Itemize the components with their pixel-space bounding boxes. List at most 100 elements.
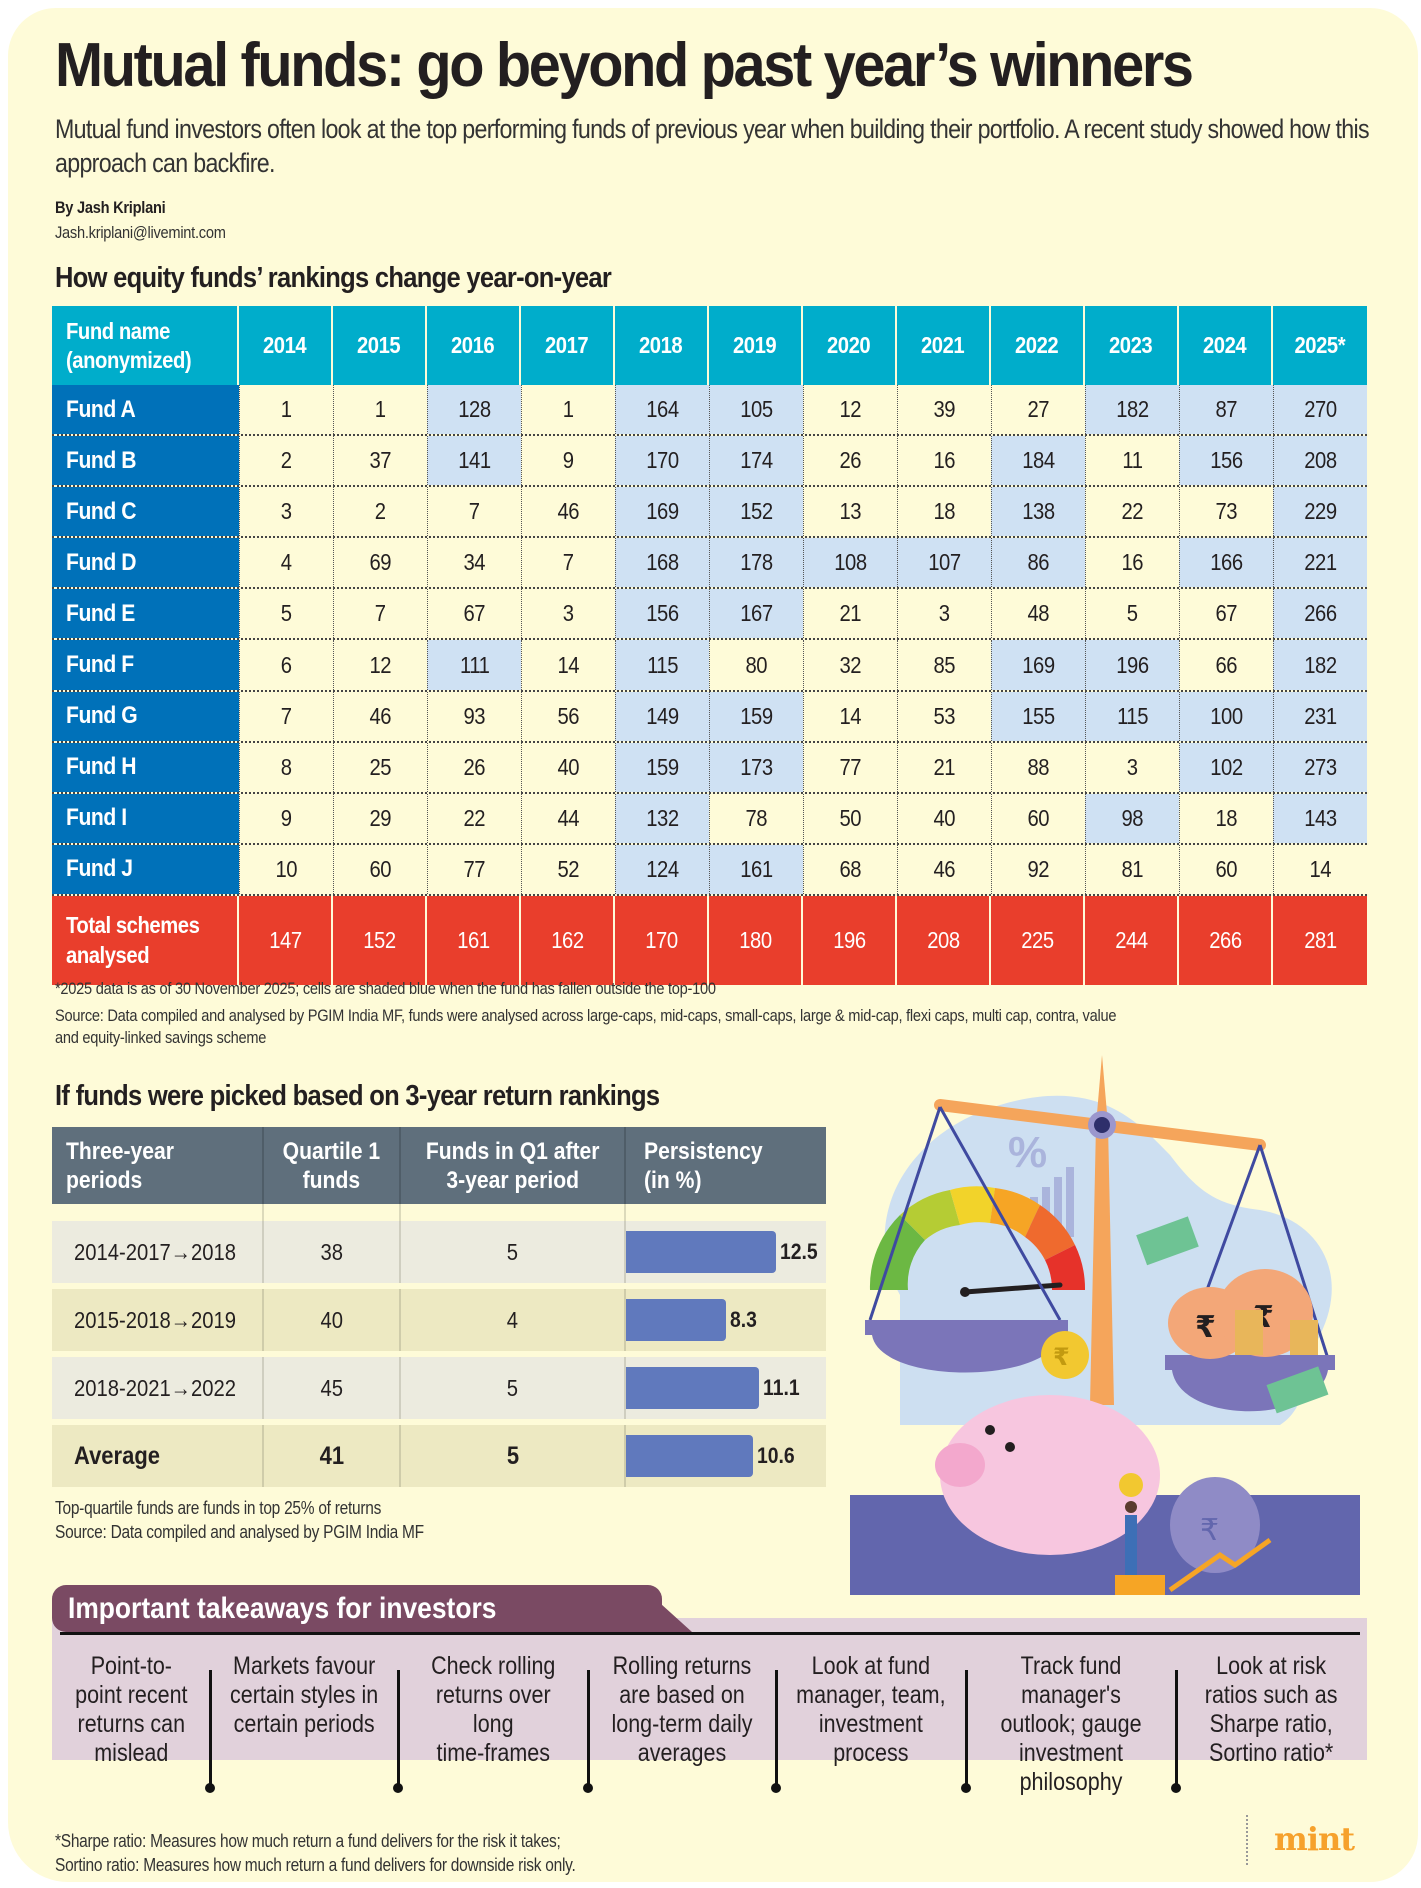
persistency-bar xyxy=(626,1367,760,1409)
fund-name: Fund B xyxy=(52,436,239,486)
header-year: 2024 xyxy=(1179,306,1273,385)
takeaways-box xyxy=(52,1618,1367,1760)
money-bags-icon: ₹ ₹ xyxy=(1168,1269,1318,1359)
rank-cell: 68 xyxy=(803,844,897,894)
rank-cell: 102 xyxy=(1179,742,1273,792)
rank-cell: 60 xyxy=(1179,844,1273,894)
header-year: 2015 xyxy=(333,306,427,385)
persistency-header-row: Three-year periods Quartile 1 funds Funds … xyxy=(52,1127,826,1204)
rank-cell: 87 xyxy=(1179,385,1273,435)
svg-text:₹: ₹ xyxy=(1200,1513,1219,1548)
takeaway-divider-dot xyxy=(205,1783,215,1793)
risk-meter-icon xyxy=(869,1186,1086,1297)
total-schemes-value: 208 xyxy=(897,895,991,985)
rank-cell: 182 xyxy=(1273,640,1367,690)
header-year: 2017 xyxy=(521,306,615,385)
header-persistency: Persistency (in %) xyxy=(624,1127,826,1204)
header-year-label: 2022 xyxy=(1015,332,1059,358)
header-year: 2014 xyxy=(239,306,333,385)
rank-cell: 16 xyxy=(897,436,991,486)
table-row: Fund G 7 46 93 56 149 159 14 53 155 115 100 231 xyxy=(52,691,1367,743)
rankings-source-line2: and equity-linked savings scheme xyxy=(55,1028,267,1047)
header-year: 2022 xyxy=(991,306,1085,385)
persistency-bar xyxy=(626,1231,776,1273)
growth-arrow-icon xyxy=(1168,1537,1272,1593)
mint-logo: mint xyxy=(1274,1820,1355,1858)
table-row: 2018-2021→2022 45 5 11.1 xyxy=(52,1357,826,1419)
rank-cell: 132 xyxy=(615,793,709,843)
fund-name: Fund E xyxy=(52,589,239,639)
takeaway-item: Look at fund manager, team, investment p… xyxy=(796,1652,946,1767)
author-email: Jash.kriplani@livemint.com xyxy=(55,223,226,242)
rank-cell: 159 xyxy=(709,691,803,741)
rank-cell: 92 xyxy=(991,844,1085,894)
table-row: Fund A 1 1 128 1 164 105 12 39 27 182 87 270 xyxy=(52,385,1367,437)
rank-cell: 46 xyxy=(521,487,615,537)
header-year-label: 2021 xyxy=(921,332,965,358)
rank-cell: 85 xyxy=(897,640,991,690)
table-row: Fund I 9 29 22 44 132 78 50 40 60 98 18 143 xyxy=(52,793,1367,845)
takeaways-title-tab xyxy=(640,1585,692,1632)
takeaway-item: Markets favour certain styles in certain… xyxy=(229,1652,379,1738)
logo-separator xyxy=(1246,1815,1248,1865)
table-row: Fund D 4 69 34 7 168 178 108 107 86 16 166 221 xyxy=(52,538,1367,590)
rank-cell: 67 xyxy=(427,589,521,639)
takeaway-divider-dot xyxy=(771,1783,781,1793)
rank-cell: 12 xyxy=(333,640,427,690)
takeaway-item: Point-to- point recent returns can misle… xyxy=(74,1652,188,1767)
table-row: Fund H 8 25 26 40 159 173 77 21 88 3 102 273 xyxy=(52,742,1367,794)
header-fund-name: Fund name (anonymized) xyxy=(52,306,239,385)
rank-cell: 178 xyxy=(709,538,803,588)
rank-cell: 1 xyxy=(521,385,615,435)
header-year-label: 2025* xyxy=(1294,332,1346,358)
rank-cell: 155 xyxy=(991,691,1085,741)
period-cell: Average xyxy=(74,1441,161,1470)
header-year-label: 2014 xyxy=(263,332,307,358)
rank-cell: 7 xyxy=(427,487,521,537)
illustration-balance-scale: % ₹ ₹ ₹ ₹ xyxy=(850,1055,1360,1595)
period-cell: 2018-2021→2022 xyxy=(74,1374,237,1401)
rank-cell: 174 xyxy=(709,436,803,486)
rank-cell: 77 xyxy=(427,844,521,894)
rank-cell: 86 xyxy=(991,538,1085,588)
rank-cell: 100 xyxy=(1179,691,1273,741)
header-year-label: 2016 xyxy=(451,332,495,358)
takeaway-divider xyxy=(397,1670,400,1790)
persistency-source: Source: Data compiled and analysed by PG… xyxy=(55,1522,424,1542)
total-schemes-row: Total schemes analysed 147 152 161 162 170 180… xyxy=(52,895,1367,985)
rank-cell: 266 xyxy=(1273,589,1367,639)
svg-text:₹: ₹ xyxy=(1053,1343,1070,1371)
takeaway-divider xyxy=(775,1670,778,1790)
persistency-bar xyxy=(626,1299,726,1341)
takeaway-item: Look at risk ratios such as Sharpe ratio… xyxy=(1205,1652,1338,1767)
persistency-body: 2014-2017→2018 38 5 12.5 2015-2018→2019 40 4 8.… xyxy=(52,1221,826,1487)
header-year: 2018 xyxy=(615,306,709,385)
header-quartile1: Quartile 1 funds xyxy=(262,1127,399,1204)
header-fund-name-line1: Fund name xyxy=(66,317,170,344)
page-subtitle: Mutual fund investors often look at the … xyxy=(55,114,1370,178)
fund-name: Fund F xyxy=(52,640,239,690)
rank-cell: 77 xyxy=(803,742,897,792)
rank-cell: 39 xyxy=(897,385,991,435)
rank-cell: 29 xyxy=(333,793,427,843)
total-schemes-value: 170 xyxy=(615,895,709,985)
rank-cell: 40 xyxy=(897,793,991,843)
rank-cell: 3 xyxy=(239,487,333,537)
rank-cell: 60 xyxy=(333,844,427,894)
rank-cell: 67 xyxy=(1179,589,1273,639)
rankings-footnote: *2025 data is as of 30 November 2025; ce… xyxy=(55,979,716,998)
quartile1-cell: 41 xyxy=(262,1425,399,1487)
rank-cell: 184 xyxy=(991,436,1085,486)
header-year: 2019 xyxy=(709,306,803,385)
rank-cell: 73 xyxy=(1179,487,1273,537)
investor-figure-icon xyxy=(1115,1473,1165,1595)
svg-text:₹: ₹ xyxy=(1195,1310,1216,1345)
header-year: 2016 xyxy=(427,306,521,385)
header-year-label: 2015 xyxy=(357,332,401,358)
left-scale-pan xyxy=(865,1320,1068,1373)
persistency-value-label: 8.3 xyxy=(729,1307,757,1332)
quartile1-cell: 40 xyxy=(262,1289,399,1351)
persistency-table: Three-year periods Quartile 1 funds Funds … xyxy=(52,1127,826,1493)
rank-cell: 182 xyxy=(1085,385,1179,435)
fund-name: Fund J xyxy=(52,844,239,894)
